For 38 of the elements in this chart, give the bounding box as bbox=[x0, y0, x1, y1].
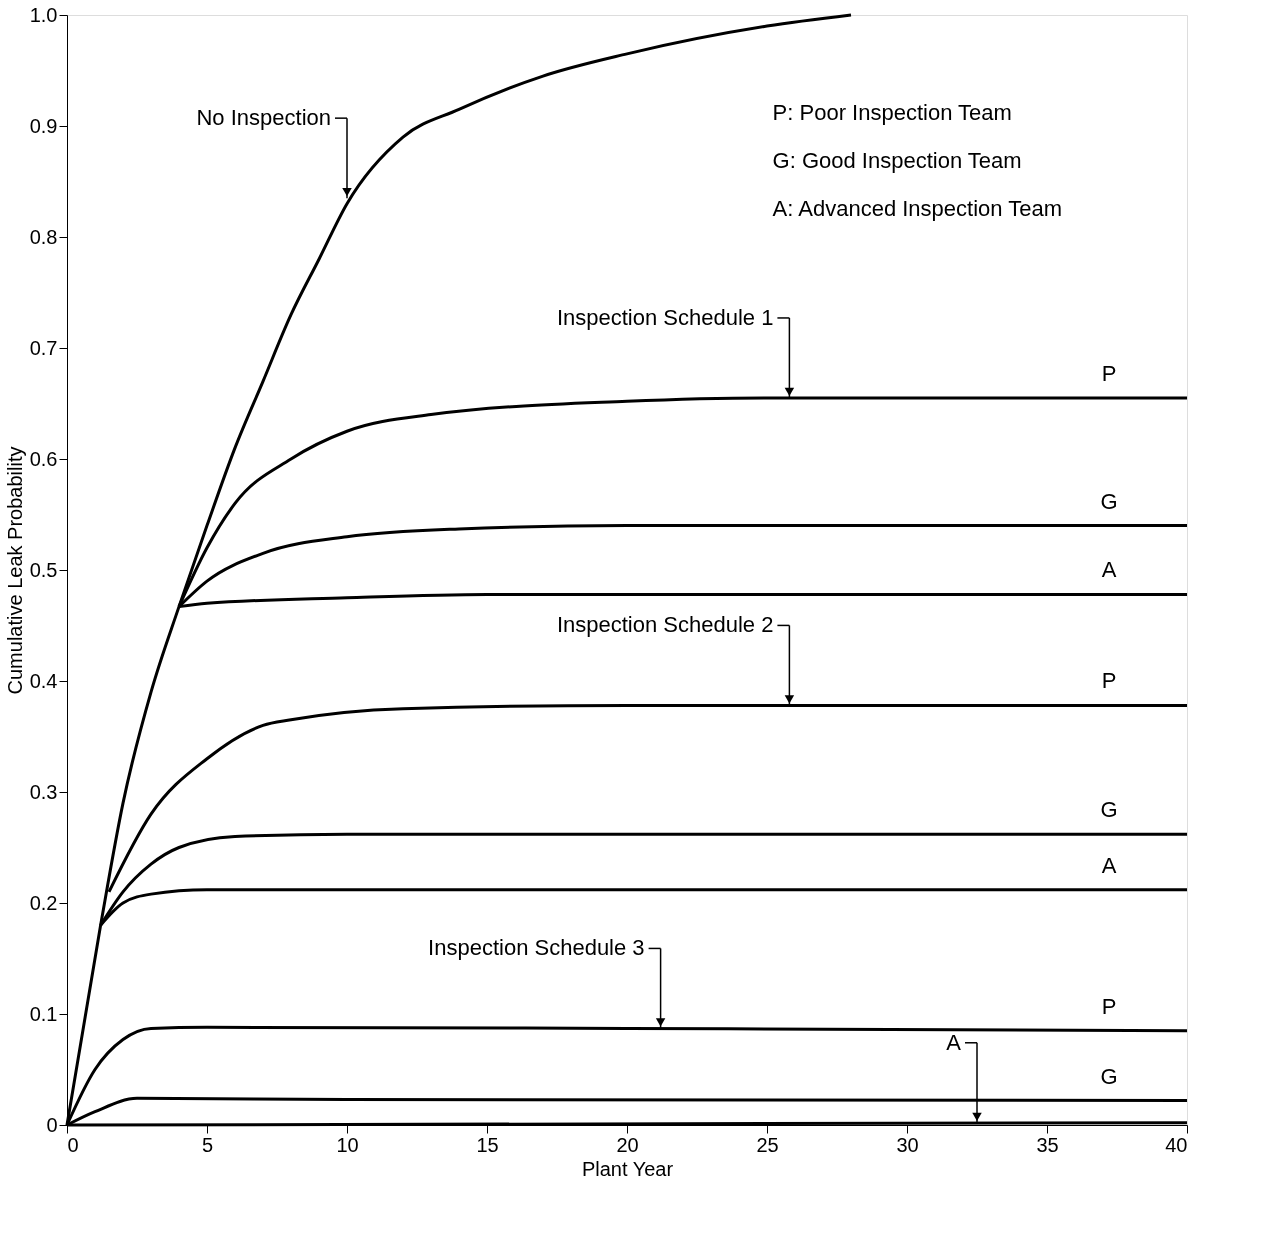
x-tick-label: 30 bbox=[896, 1133, 919, 1156]
y-tick-label: 0.8 bbox=[29, 225, 58, 248]
x-tick-label: 10 bbox=[336, 1133, 359, 1156]
y-tick-label: 1.0 bbox=[29, 3, 58, 26]
annotation: Inspection Schedule 3 bbox=[428, 935, 645, 961]
series-label: P bbox=[1101, 668, 1117, 694]
annotation: A bbox=[946, 1029, 962, 1055]
series-label: A bbox=[1101, 852, 1117, 878]
y-tick-label: 0 bbox=[46, 1113, 58, 1136]
x-tick-label: 0 bbox=[67, 1133, 79, 1156]
series-label: A bbox=[1101, 557, 1117, 583]
annotation: No Inspection bbox=[196, 105, 331, 131]
series-label: G bbox=[1100, 1063, 1118, 1089]
series-label: G bbox=[1100, 797, 1118, 823]
y-tick-label: 0.3 bbox=[29, 780, 58, 803]
x-tick-label: 15 bbox=[476, 1133, 499, 1156]
annotation: G: Good Inspection Team bbox=[772, 148, 1022, 173]
x-axis-title: Plant Year bbox=[581, 1157, 674, 1180]
x-tick-label: 20 bbox=[616, 1133, 639, 1156]
y-tick-label: 0.2 bbox=[29, 891, 58, 914]
y-tick-label: 0.6 bbox=[29, 447, 58, 470]
y-tick-label: 0.4 bbox=[29, 669, 58, 692]
series-label: P bbox=[1101, 993, 1117, 1019]
x-tick-label: 25 bbox=[756, 1133, 779, 1156]
y-tick-label: 0.7 bbox=[29, 336, 58, 359]
y-tick-label: 0.5 bbox=[29, 558, 58, 581]
y-axis-title: Cumulative Leak Probability bbox=[3, 446, 26, 695]
x-tick-label: 35 bbox=[1036, 1133, 1059, 1156]
y-tick-label: 0.1 bbox=[29, 1002, 58, 1025]
annotation: Inspection Schedule 1 bbox=[556, 304, 774, 330]
annotation: Inspection Schedule 2 bbox=[556, 612, 774, 638]
x-tick-label: 40 bbox=[1165, 1133, 1188, 1156]
annotation: A: Advanced Inspection Team bbox=[772, 196, 1063, 221]
x-tick-label: 5 bbox=[201, 1133, 214, 1156]
series-label: G bbox=[1100, 488, 1118, 514]
y-tick-label: 0.9 bbox=[29, 114, 58, 137]
annotation: P: Poor Inspection Team bbox=[772, 100, 1012, 125]
series-label: P bbox=[1101, 360, 1117, 386]
